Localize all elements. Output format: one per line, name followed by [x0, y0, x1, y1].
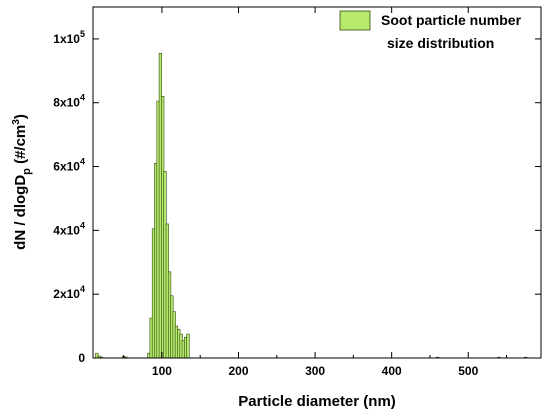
- x-tick-label: 100: [152, 364, 172, 378]
- bar: [186, 333, 190, 359]
- y-tick-label: 6x104: [53, 157, 85, 174]
- y-tick-label: 4x104: [53, 220, 85, 237]
- legend-label-line2: size distribution: [387, 35, 494, 51]
- x-tick-label: 200: [228, 364, 248, 378]
- y-axis-title-sup: 3: [11, 119, 22, 125]
- y-axis-title-sub: p: [21, 168, 33, 175]
- y-axis-title-main: dN / dlogD: [12, 175, 29, 250]
- y-tick-label: 1x105: [53, 29, 85, 46]
- y-tick-label-exponent: 4: [80, 284, 85, 294]
- y-axis-title-mid: (#/cm: [12, 125, 29, 168]
- y-tick-label-mantissa: 4x10: [53, 223, 80, 237]
- y-tick-label-mantissa: 6x10: [53, 160, 80, 174]
- x-tick-label: 500: [458, 364, 478, 378]
- y-axis-title: dN / dlogDp (#/cm3): [11, 114, 33, 250]
- legend-label-line1: Soot particle number: [381, 12, 522, 28]
- legend: Soot particle number size distribution: [339, 10, 522, 51]
- x-tick-label: 400: [382, 364, 402, 378]
- y-tick-label: 8x104: [53, 93, 85, 110]
- y-tick-label-exponent: 4: [80, 93, 85, 103]
- y-tick-label-mantissa: 1x10: [53, 32, 80, 46]
- y-tick-label-exponent: 4: [80, 220, 85, 230]
- plot-frame: [92, 6, 542, 359]
- y-tick-label-mantissa: 8x10: [53, 96, 80, 110]
- x-axis-title: Particle diameter (nm): [238, 393, 396, 410]
- y-tick-label-exponent: 4: [80, 157, 85, 167]
- y-tick-label-mantissa: 2x10: [53, 287, 80, 301]
- y-tick-label: 2x104: [53, 284, 85, 301]
- y-tick-label: 0: [78, 351, 85, 365]
- y-axis-title-end: ): [12, 114, 29, 119]
- legend-swatch: [339, 10, 371, 31]
- x-tick-label: 300: [305, 364, 325, 378]
- y-tick-label-exponent: 5: [80, 29, 85, 39]
- x-ticks-group: 100 200 300 400 500: [123, 7, 508, 378]
